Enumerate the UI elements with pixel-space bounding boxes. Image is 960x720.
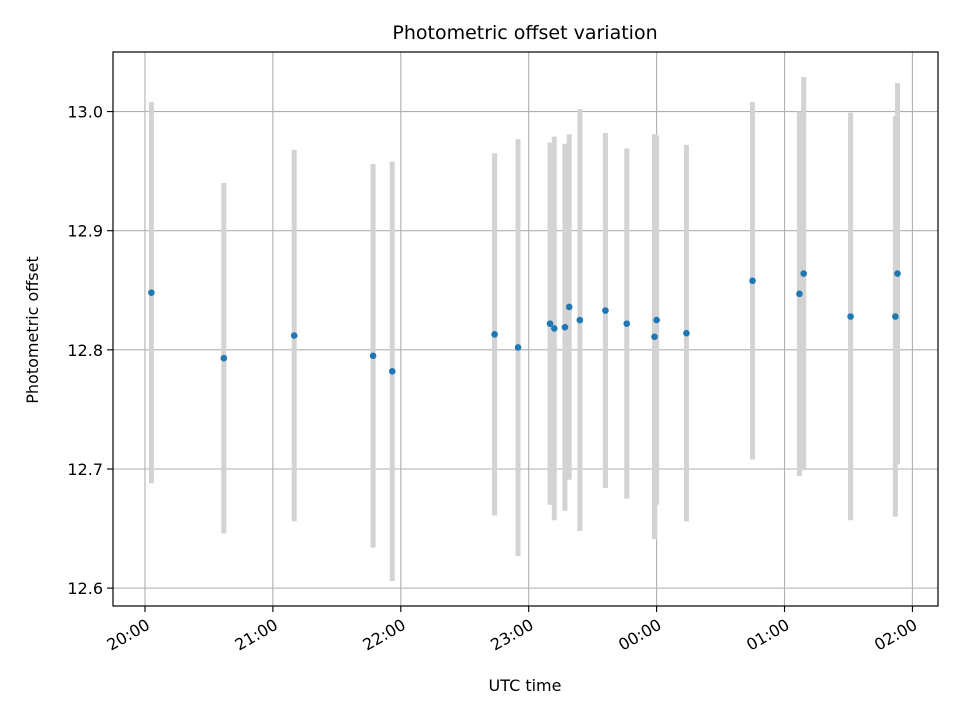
data-point: [491, 331, 498, 338]
data-point: [550, 325, 558, 332]
y-tick-label: 12.6: [67, 579, 103, 598]
y-tick-label: 12.8: [67, 341, 103, 360]
data-point: [369, 352, 377, 360]
point-layer: [148, 270, 901, 375]
data-point: [514, 344, 522, 351]
y-tick-label: 13.0: [67, 103, 103, 122]
y-axis-label: Photometric offset: [23, 256, 42, 404]
data-point: [800, 270, 807, 277]
data-point: [290, 332, 298, 339]
data-point: [602, 307, 609, 314]
data-point: [148, 289, 155, 296]
data-point: [623, 320, 631, 327]
chart-title: Photometric offset variation: [392, 22, 657, 44]
data-point: [653, 316, 660, 324]
plot-frame: [112, 51, 939, 607]
x-axis-label: UTC time: [489, 676, 562, 695]
data-point: [220, 354, 228, 362]
data-point: [388, 367, 396, 375]
data-point: [894, 270, 901, 277]
y-tick-label: 12.7: [67, 460, 103, 479]
data-point: [565, 303, 573, 311]
data-point: [796, 290, 803, 298]
data-point: [561, 323, 569, 331]
data-point: [892, 313, 899, 320]
data-point: [576, 316, 584, 324]
data-point: [546, 320, 554, 327]
data-point: [847, 313, 854, 320]
data-point: [651, 333, 658, 341]
data-point: [749, 277, 756, 285]
y-tick-label: 12.9: [67, 222, 103, 241]
data-point: [683, 329, 690, 337]
